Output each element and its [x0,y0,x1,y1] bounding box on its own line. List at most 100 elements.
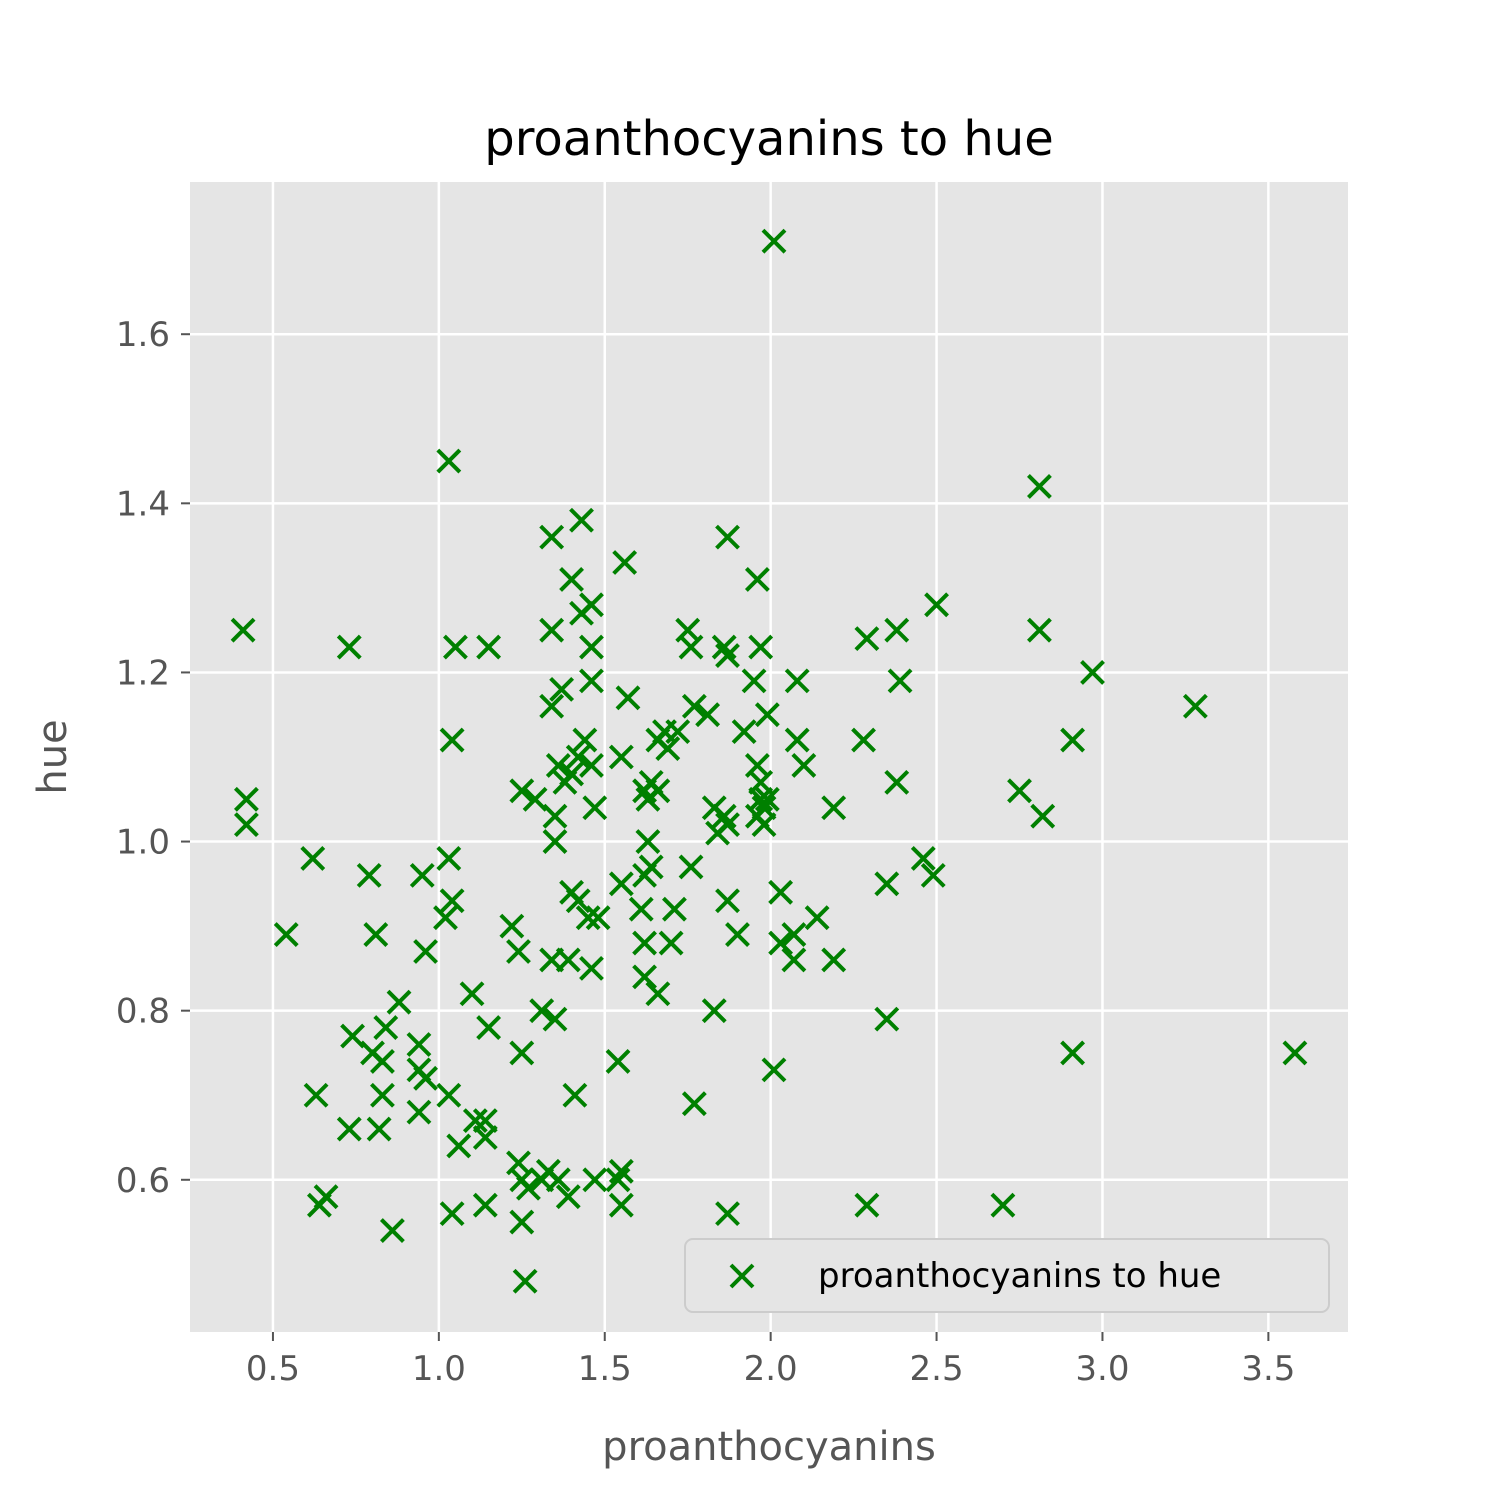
data-point [579,668,604,694]
data-point [542,829,568,854]
data-point [761,228,787,254]
data-point [821,947,847,973]
data-point [476,634,502,660]
data-point [768,879,794,905]
data-point [924,592,949,618]
data-point [1060,1040,1086,1066]
data-point [605,1167,631,1193]
y-tick-label: 1.6 [116,315,170,355]
data-point [233,812,259,838]
data-point [565,744,591,770]
data-point [552,769,578,795]
data-point [705,820,730,846]
data-point [665,719,691,745]
data-point [874,1006,900,1032]
data-point [340,1023,365,1049]
data-point [406,1032,432,1057]
data-point [409,862,435,888]
data-point [658,930,684,956]
data-point [1027,617,1052,643]
data-point [635,786,661,812]
data-point [565,888,591,914]
data-point [1282,1040,1308,1066]
data-point [748,634,774,660]
data-point [522,786,548,812]
data-point [579,955,604,981]
data-point [884,617,910,643]
data-point [741,668,767,694]
data-point [233,786,259,812]
legend: proanthocyanins to hue [684,1238,1330,1313]
data-point [1080,660,1105,685]
legend-box [684,1238,1330,1313]
data-point [436,1082,462,1108]
data-point [605,1048,631,1074]
data-point [632,862,657,888]
data-point [549,676,575,702]
data-point [542,1006,568,1032]
data-point [821,795,847,821]
data-point [472,1125,498,1150]
x-tick-label: 2.0 [744,1349,798,1389]
data-point [628,896,654,922]
data-point [439,727,465,753]
data-point [635,829,661,854]
data-point [645,981,671,1007]
data-point [754,786,780,812]
data-point [761,1057,787,1083]
data-point [854,626,880,652]
data-point [579,634,604,660]
data-point [443,634,468,660]
data-point [439,888,465,914]
data-point [1007,778,1032,804]
data-point [366,1116,392,1142]
data-point [791,753,817,778]
x-tick-label: 1.0 [412,1349,466,1389]
data-point [575,905,601,931]
y-tick-label: 0.8 [116,992,170,1032]
legend-entry-label: proanthocyanins to hue [818,1256,1221,1296]
data-point [781,922,807,947]
data-point [569,507,594,533]
data-point [632,930,657,956]
data-point [509,778,535,804]
x-tick-label: 3.0 [1075,1349,1129,1389]
data-point [370,1082,395,1108]
data-point [615,685,641,711]
data-point [744,567,770,592]
data-point [363,922,389,947]
y-tick-label: 1.0 [116,823,170,863]
data-point [784,727,810,753]
data-point [509,1040,535,1066]
data-point [559,567,584,592]
data-point [529,998,555,1024]
data-point [433,905,458,931]
data-point [406,1099,432,1125]
data-point [804,905,830,931]
data-point [439,1201,465,1227]
data-point [336,634,362,660]
data-point [303,1082,329,1108]
data-point [545,753,571,778]
data-point [608,1158,634,1184]
data-point [884,769,910,795]
data-point [356,862,382,888]
data-point [300,846,326,871]
y-axis-label: hue [30,719,76,794]
data-point [990,1192,1016,1218]
data-point [608,744,634,770]
data-point [446,1133,472,1159]
y-tick-label: 1.2 [116,653,170,693]
data-point [476,1015,502,1041]
data-point [585,905,611,931]
data-point [662,896,687,922]
data-point [1182,693,1208,719]
data-point [579,592,604,618]
data-point [715,643,740,668]
data-point [711,803,737,829]
data-point [608,1192,634,1218]
data-point [701,998,727,1024]
data-point [768,930,794,956]
data-point [306,1192,332,1218]
data-point [1027,473,1052,499]
